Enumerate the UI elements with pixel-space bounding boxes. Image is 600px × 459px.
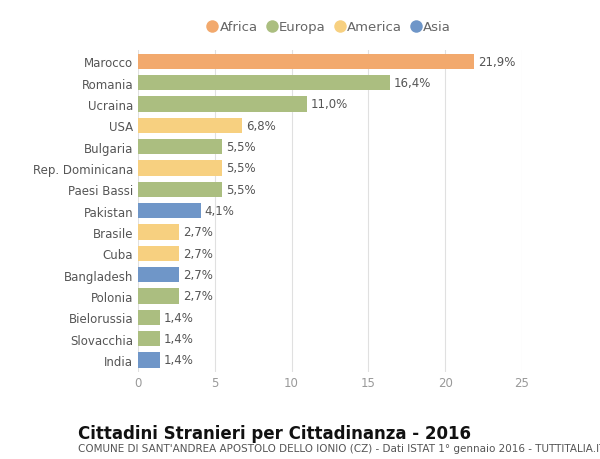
- Text: Cittadini Stranieri per Cittadinanza - 2016: Cittadini Stranieri per Cittadinanza - 2…: [78, 425, 471, 442]
- Text: 11,0%: 11,0%: [311, 98, 348, 111]
- Bar: [138, 267, 179, 283]
- Bar: [138, 55, 475, 70]
- Bar: [138, 140, 223, 155]
- Bar: [138, 310, 160, 325]
- Bar: [138, 331, 160, 347]
- Text: 16,4%: 16,4%: [394, 77, 431, 90]
- Bar: [138, 161, 223, 176]
- Text: 4,1%: 4,1%: [205, 205, 235, 218]
- Bar: [138, 225, 179, 240]
- Bar: [138, 118, 242, 134]
- Legend: Africa, Europa, America, Asia: Africa, Europa, America, Asia: [206, 18, 454, 37]
- Text: 1,4%: 1,4%: [163, 311, 193, 324]
- Text: 1,4%: 1,4%: [163, 353, 193, 367]
- Text: 5,5%: 5,5%: [226, 141, 256, 154]
- Text: COMUNE DI SANT'ANDREA APOSTOLO DELLO IONIO (CZ) - Dati ISTAT 1° gennaio 2016 - T: COMUNE DI SANT'ANDREA APOSTOLO DELLO ION…: [78, 443, 600, 453]
- Text: 1,4%: 1,4%: [163, 332, 193, 345]
- Text: 6,8%: 6,8%: [246, 119, 276, 133]
- Bar: [138, 97, 307, 112]
- Bar: [138, 289, 179, 304]
- Text: 5,5%: 5,5%: [226, 162, 256, 175]
- Bar: [138, 203, 201, 219]
- Bar: [138, 353, 160, 368]
- Text: 2,7%: 2,7%: [184, 226, 213, 239]
- Bar: [138, 76, 390, 91]
- Text: 2,7%: 2,7%: [184, 290, 213, 303]
- Bar: [138, 246, 179, 261]
- Text: 21,9%: 21,9%: [478, 56, 515, 69]
- Text: 2,7%: 2,7%: [184, 247, 213, 260]
- Text: 2,7%: 2,7%: [184, 269, 213, 281]
- Bar: [138, 182, 223, 197]
- Text: 5,5%: 5,5%: [226, 184, 256, 196]
